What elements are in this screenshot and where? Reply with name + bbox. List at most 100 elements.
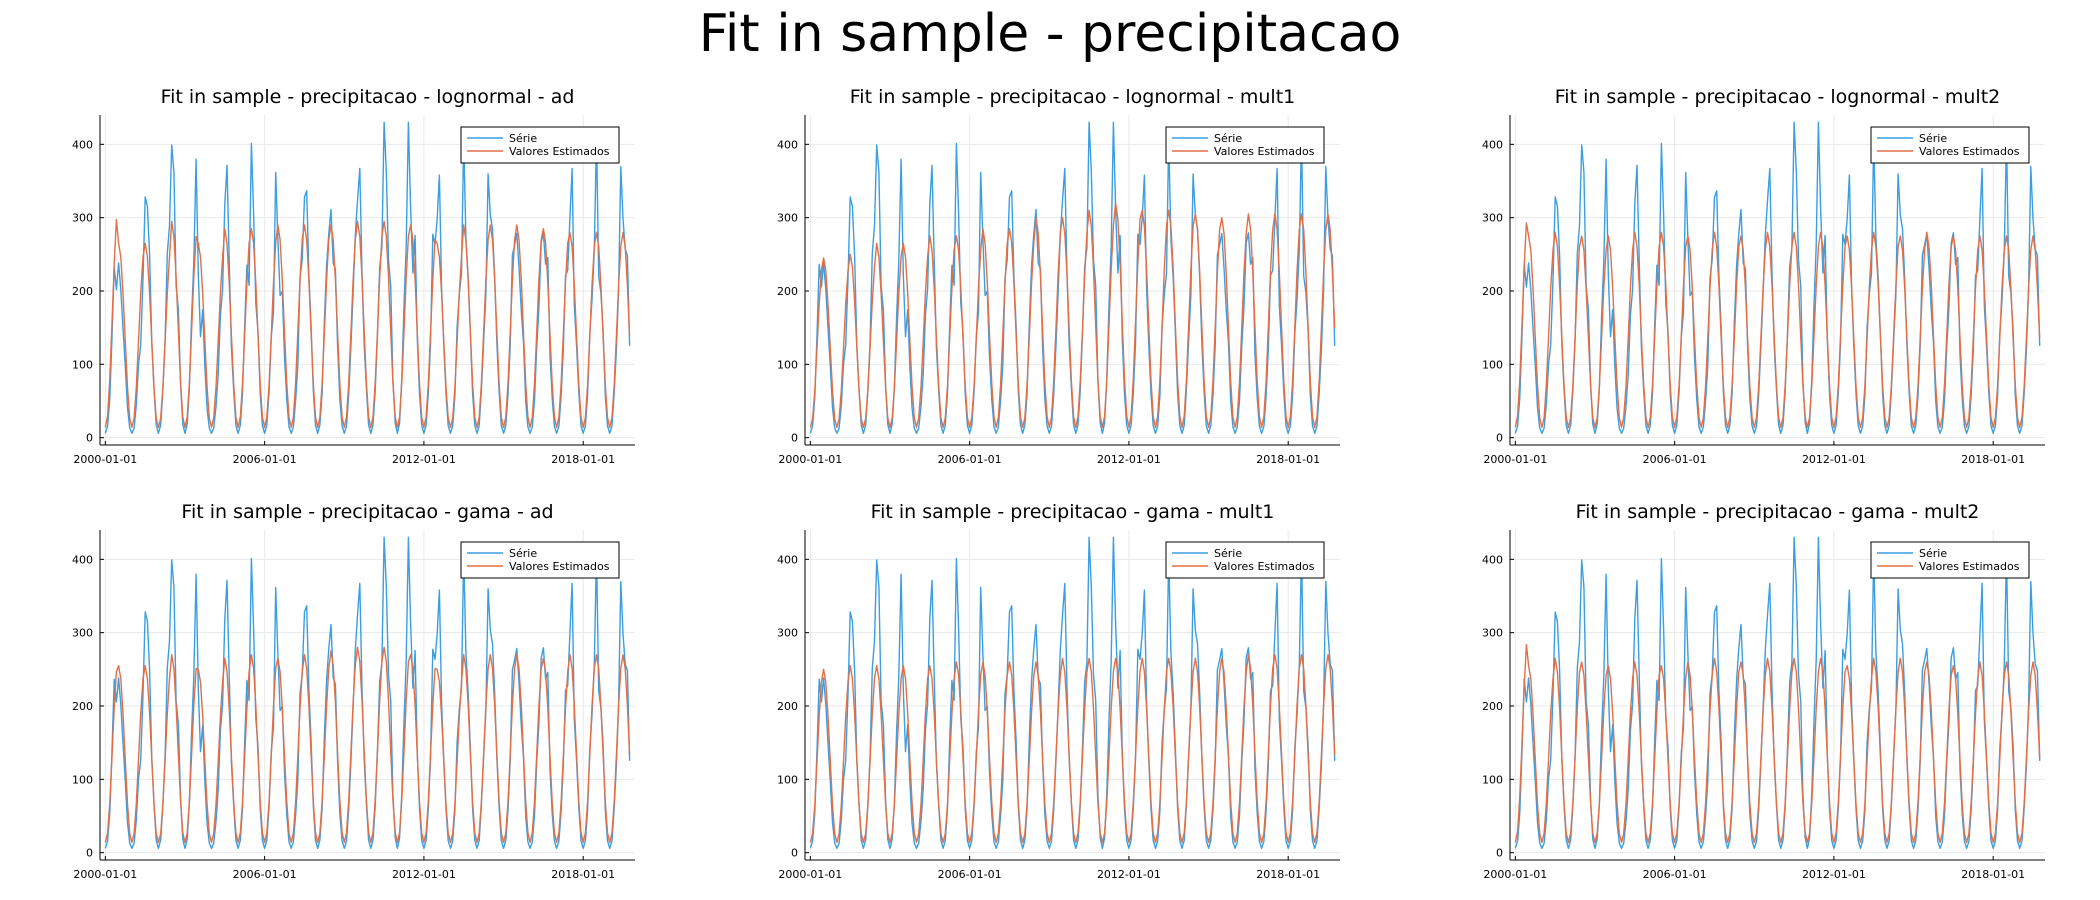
x-tick-label: 2000-01-01 (778, 453, 842, 466)
series-line-estimado (1514, 222, 2041, 429)
x-tick-label: 2012-01-01 (1802, 453, 1866, 466)
legend-label-estimado: Valores Estimados (1214, 560, 1315, 573)
x-tick-label: 2012-01-01 (1802, 868, 1866, 881)
x-tick-label: 2000-01-01 (778, 868, 842, 881)
legend-box (460, 541, 620, 579)
y-tick-label: 200 (1482, 285, 1503, 298)
legend-label-estimado: Valores Estimados (509, 560, 610, 573)
y-tick-label: 100 (777, 358, 798, 371)
y-tick-label: 400 (1482, 138, 1503, 151)
x-tick-label: 2006-01-01 (233, 868, 297, 881)
subplot: Fit in sample - precipitacao - lognormal… (777, 86, 1340, 466)
y-tick-label: 200 (72, 700, 93, 713)
y-tick-label: 300 (72, 627, 93, 640)
y-tick-label: 0 (791, 432, 798, 445)
subplot: Fit in sample - precipitacao - gama - mu… (1482, 501, 2045, 881)
x-tick-label: 2006-01-01 (233, 453, 297, 466)
y-tick-label: 400 (72, 553, 93, 566)
subplot: Fit in sample - precipitacao - lognormal… (1482, 86, 2045, 466)
x-tick-label: 2006-01-01 (1643, 453, 1707, 466)
y-tick-label: 300 (777, 627, 798, 640)
series-line-estimado (1514, 644, 2041, 844)
y-tick-label: 300 (1482, 627, 1503, 640)
legend-box (1870, 541, 2030, 579)
legend-label-estimado: Valores Estimados (509, 145, 610, 158)
figure-title: Fit in sample - precipitacao (698, 4, 1402, 64)
legend-label-estimado: Valores Estimados (1214, 145, 1315, 158)
subplot-title: Fit in sample - precipitacao - gama - ad (181, 501, 553, 523)
series-line-estimado (809, 202, 1336, 429)
series-line-serie (1514, 121, 2041, 434)
legend-label-estimado: Valores Estimados (1919, 560, 2020, 573)
y-tick-label: 300 (1482, 212, 1503, 225)
x-tick-label: 2018-01-01 (551, 868, 615, 881)
x-tick-label: 2018-01-01 (1961, 868, 2025, 881)
series-line-estimado (104, 218, 631, 429)
y-tick-label: 0 (86, 847, 93, 860)
legend-box (1165, 541, 1325, 579)
y-tick-label: 300 (777, 212, 798, 225)
y-tick-label: 0 (1496, 432, 1503, 445)
y-tick-label: 0 (1496, 847, 1503, 860)
legend-label-serie: Série (509, 547, 537, 560)
x-tick-label: 2000-01-01 (73, 453, 137, 466)
x-tick-label: 2018-01-01 (1256, 868, 1320, 881)
y-tick-label: 400 (777, 553, 798, 566)
x-tick-label: 2012-01-01 (392, 453, 456, 466)
subplot: Fit in sample - precipitacao - gama - ad… (72, 501, 635, 881)
legend-label-serie: Série (1919, 547, 1947, 560)
y-tick-label: 100 (72, 358, 93, 371)
legend-label-serie: Série (509, 132, 537, 145)
x-tick-label: 2012-01-01 (392, 868, 456, 881)
subplot-title: Fit in sample - precipitacao - lognormal… (1555, 86, 2000, 108)
legend-label-serie: Série (1919, 132, 1947, 145)
x-tick-label: 2000-01-01 (73, 868, 137, 881)
y-tick-label: 400 (1482, 553, 1503, 566)
x-tick-label: 2018-01-01 (1256, 453, 1320, 466)
legend-box (460, 126, 620, 164)
y-tick-label: 100 (1482, 773, 1503, 786)
y-tick-label: 200 (72, 285, 93, 298)
x-tick-label: 2018-01-01 (551, 453, 615, 466)
subplot: Fit in sample - precipitacao - gama - mu… (777, 501, 1340, 881)
legend-label-estimado: Valores Estimados (1919, 145, 2020, 158)
legend-label-serie: Série (1214, 132, 1242, 145)
y-tick-label: 400 (777, 138, 798, 151)
series-line-serie (1514, 536, 2041, 849)
y-tick-label: 0 (791, 847, 798, 860)
x-tick-label: 2006-01-01 (1643, 868, 1707, 881)
series-line-estimado (104, 646, 631, 844)
y-tick-label: 100 (1482, 358, 1503, 371)
x-tick-label: 2012-01-01 (1097, 868, 1161, 881)
series-line-estimado (809, 654, 1336, 844)
series-line-serie (104, 536, 631, 849)
legend-box (1165, 126, 1325, 164)
y-tick-label: 400 (72, 138, 93, 151)
legend-label-serie: Série (1214, 547, 1242, 560)
series-line-serie (104, 121, 631, 434)
x-tick-label: 2006-01-01 (938, 868, 1002, 881)
subplot-title: Fit in sample - precipitacao - lognormal… (850, 86, 1295, 108)
x-tick-label: 2006-01-01 (938, 453, 1002, 466)
subplot-title: Fit in sample - precipitacao - lognormal… (161, 86, 575, 108)
x-tick-label: 2012-01-01 (1097, 453, 1161, 466)
x-tick-label: 2000-01-01 (1483, 453, 1547, 466)
y-tick-label: 200 (1482, 700, 1503, 713)
legend-box (1870, 126, 2030, 164)
y-tick-label: 100 (72, 773, 93, 786)
y-tick-label: 300 (72, 212, 93, 225)
x-tick-label: 2018-01-01 (1961, 453, 2025, 466)
x-tick-label: 2000-01-01 (1483, 868, 1547, 881)
y-tick-label: 100 (777, 773, 798, 786)
series-line-serie (809, 536, 1336, 849)
y-tick-label: 200 (777, 700, 798, 713)
subplot-title: Fit in sample - precipitacao - gama - mu… (871, 501, 1275, 523)
subplot: Fit in sample - precipitacao - lognormal… (72, 86, 635, 466)
